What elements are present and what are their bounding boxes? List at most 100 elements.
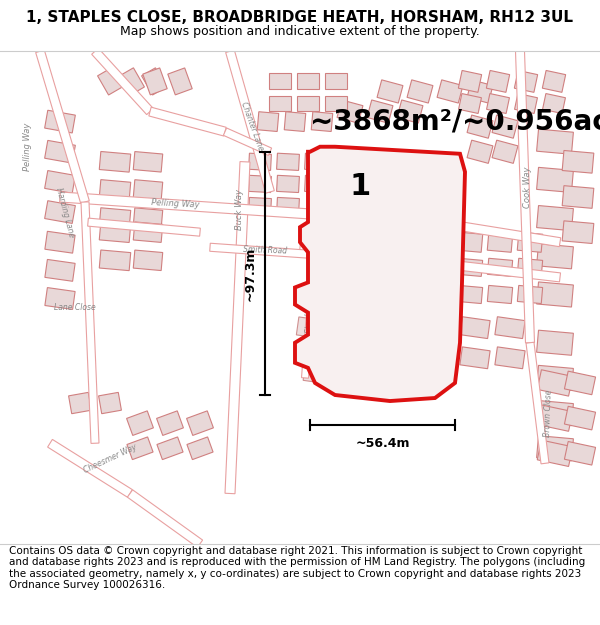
Polygon shape bbox=[35, 50, 89, 203]
Bar bbox=[492, 140, 518, 163]
Bar bbox=[517, 232, 543, 253]
Bar bbox=[364, 158, 392, 176]
Text: Lane Close: Lane Close bbox=[54, 303, 96, 312]
Polygon shape bbox=[225, 162, 250, 494]
Bar bbox=[537, 440, 573, 466]
Text: Harding Lane: Harding Lane bbox=[54, 186, 76, 238]
Bar bbox=[495, 347, 525, 369]
Bar bbox=[536, 330, 574, 355]
Bar bbox=[305, 153, 328, 171]
Bar bbox=[565, 371, 596, 395]
Bar bbox=[45, 231, 75, 253]
Bar bbox=[365, 273, 391, 288]
Bar bbox=[133, 180, 163, 200]
Bar bbox=[361, 343, 388, 362]
Bar bbox=[329, 343, 355, 362]
Bar bbox=[437, 80, 463, 103]
Bar bbox=[44, 110, 76, 133]
Bar bbox=[133, 152, 163, 172]
Bar bbox=[326, 158, 355, 176]
Bar bbox=[248, 176, 271, 192]
Bar bbox=[99, 151, 131, 172]
Bar bbox=[458, 71, 482, 92]
Bar bbox=[334, 293, 356, 308]
Bar bbox=[467, 80, 493, 103]
Bar bbox=[407, 80, 433, 103]
Text: ~3868m²/~0.956ac.: ~3868m²/~0.956ac. bbox=[310, 107, 600, 136]
Bar bbox=[487, 94, 509, 114]
Bar bbox=[325, 73, 347, 89]
Bar bbox=[457, 258, 482, 276]
Text: Contains OS data © Crown copyright and database right 2021. This information is : Contains OS data © Crown copyright and d… bbox=[9, 546, 585, 591]
Bar bbox=[542, 94, 565, 114]
Text: Buck Way: Buck Way bbox=[235, 189, 245, 229]
Bar bbox=[297, 96, 319, 111]
Polygon shape bbox=[47, 439, 133, 498]
Bar bbox=[311, 112, 333, 131]
Text: 1, STAPLES CLOSE, BROADBRIDGE HEATH, HORSHAM, RH12 3UL: 1, STAPLES CLOSE, BROADBRIDGE HEATH, HOR… bbox=[26, 10, 574, 25]
Bar bbox=[44, 201, 76, 223]
Bar bbox=[515, 94, 538, 114]
Bar bbox=[536, 436, 574, 461]
Text: Brown Close: Brown Close bbox=[542, 389, 553, 437]
Bar bbox=[337, 100, 363, 123]
Bar bbox=[326, 249, 354, 266]
Bar bbox=[457, 232, 483, 253]
Bar bbox=[367, 100, 393, 123]
Bar bbox=[565, 441, 596, 465]
Bar bbox=[325, 96, 347, 111]
Bar bbox=[45, 259, 75, 281]
Bar bbox=[536, 244, 574, 269]
Bar bbox=[143, 68, 167, 95]
Bar bbox=[257, 112, 279, 131]
Bar bbox=[326, 369, 350, 386]
Bar bbox=[157, 437, 183, 459]
Bar bbox=[492, 115, 518, 138]
Text: Cheesmer Way: Cheesmer Way bbox=[82, 442, 138, 474]
Polygon shape bbox=[149, 107, 226, 136]
Bar bbox=[457, 286, 482, 304]
Bar bbox=[187, 437, 213, 459]
Bar bbox=[157, 411, 184, 436]
Polygon shape bbox=[210, 243, 310, 258]
Bar bbox=[377, 80, 403, 103]
Bar bbox=[326, 226, 354, 242]
Bar bbox=[562, 151, 594, 173]
Bar bbox=[127, 411, 154, 436]
Bar bbox=[460, 347, 490, 369]
Bar bbox=[542, 71, 566, 92]
Bar bbox=[364, 249, 392, 266]
Text: Clybouw Avenue: Clybouw Avenue bbox=[385, 252, 455, 267]
Bar bbox=[514, 71, 538, 92]
Bar bbox=[98, 68, 122, 95]
Bar bbox=[565, 406, 596, 430]
Bar bbox=[99, 179, 131, 200]
Bar bbox=[187, 411, 214, 436]
Bar bbox=[248, 198, 271, 214]
Bar bbox=[537, 370, 573, 396]
Polygon shape bbox=[92, 48, 154, 114]
Bar bbox=[284, 112, 306, 131]
Polygon shape bbox=[226, 50, 274, 193]
Bar bbox=[536, 206, 574, 231]
Bar bbox=[562, 186, 594, 208]
Polygon shape bbox=[59, 192, 430, 227]
Text: Chanter Lane: Chanter Lane bbox=[239, 101, 265, 152]
Text: Map shows position and indicative extent of the property.: Map shows position and indicative extent… bbox=[120, 26, 480, 39]
Bar bbox=[536, 129, 574, 154]
Polygon shape bbox=[515, 51, 535, 343]
Polygon shape bbox=[299, 242, 560, 282]
Bar bbox=[326, 181, 354, 199]
Bar bbox=[98, 392, 121, 414]
Bar bbox=[133, 250, 163, 271]
Bar bbox=[45, 288, 75, 309]
Text: 1: 1 bbox=[349, 173, 371, 201]
Bar bbox=[277, 176, 299, 192]
Text: ~56.4m: ~56.4m bbox=[355, 438, 410, 450]
Text: Pelling Way: Pelling Way bbox=[23, 122, 32, 171]
Bar bbox=[277, 153, 299, 171]
Bar bbox=[487, 232, 513, 253]
Bar bbox=[127, 437, 153, 459]
Text: Smith Road: Smith Road bbox=[243, 245, 287, 256]
Bar bbox=[277, 198, 299, 214]
